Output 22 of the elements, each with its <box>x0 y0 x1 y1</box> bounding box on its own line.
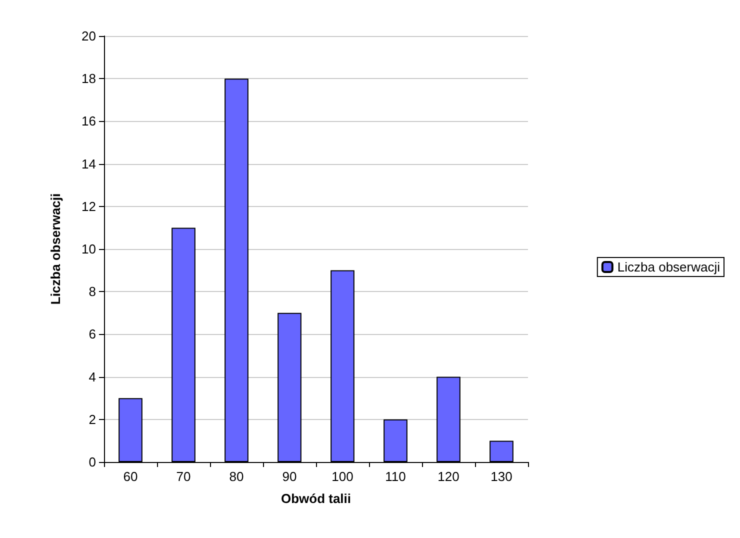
y-tick-label: 18 <box>82 71 96 86</box>
y-tick-label: 6 <box>88 326 96 342</box>
x-tick-label: 60 <box>123 469 138 484</box>
y-tick-label: 8 <box>88 284 96 300</box>
y-tick-label: 4 <box>88 369 96 384</box>
x-tick-label: 80 <box>229 469 244 484</box>
x-tick-label: 130 <box>490 469 512 484</box>
legend-label: Liczba obserwacji <box>617 260 720 274</box>
x-tick-label: 120 <box>438 469 460 484</box>
x-axis-title: Obwód talii <box>280 491 352 506</box>
y-tick-label: 12 <box>82 198 96 214</box>
x-tick-label: 110 <box>385 469 406 484</box>
x-tick-label: 70 <box>176 469 191 484</box>
y-tick-label: 16 <box>82 114 96 129</box>
x-tick-label: 90 <box>282 469 297 484</box>
y-tick-label: 0 <box>88 454 96 470</box>
y-tick-label: 20 <box>82 28 96 44</box>
y-tick-label: 14 <box>82 156 96 172</box>
y-tick-label: 10 <box>82 242 96 256</box>
y-axis-title: Liczba obserwacji <box>48 193 63 305</box>
x-tick-label: 100 <box>332 469 354 484</box>
y-tick-label: 2 <box>88 412 96 427</box>
